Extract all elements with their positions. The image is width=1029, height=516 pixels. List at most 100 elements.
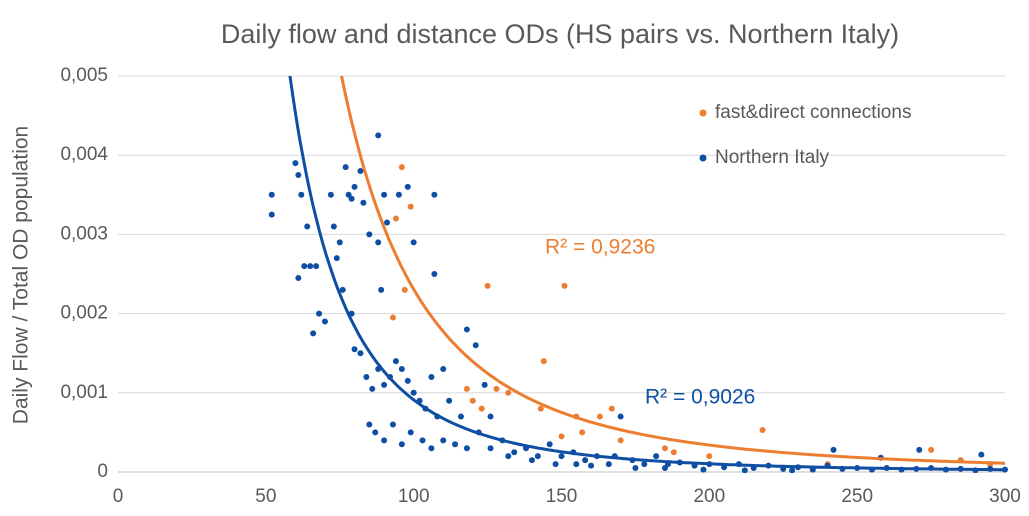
- point: [661, 445, 668, 452]
- point: [327, 191, 334, 198]
- point: [487, 445, 494, 452]
- point: [579, 429, 586, 436]
- point: [298, 191, 305, 198]
- point: [381, 191, 388, 198]
- x-tick-label: 100: [398, 486, 430, 507]
- point: [407, 203, 414, 210]
- point: [440, 437, 447, 444]
- x-tick-label: 50: [255, 486, 276, 507]
- point: [398, 366, 405, 373]
- point: [759, 427, 766, 434]
- x-tick-label: 150: [546, 486, 578, 507]
- point: [369, 385, 376, 392]
- point: [375, 239, 382, 246]
- point: [372, 429, 379, 436]
- point: [463, 445, 470, 452]
- point: [661, 465, 668, 472]
- point: [268, 191, 275, 198]
- point: [700, 466, 707, 473]
- point: [404, 377, 411, 384]
- point: [493, 385, 500, 392]
- point: [295, 274, 302, 281]
- point: [295, 172, 302, 178]
- point: [357, 350, 364, 357]
- point: [641, 461, 648, 468]
- point: [330, 223, 337, 230]
- point: [348, 195, 355, 202]
- point: [333, 255, 340, 262]
- point: [505, 389, 512, 396]
- point: [431, 191, 438, 198]
- chart-title: Daily flow and distance ODs (HS pairs vs…: [221, 19, 899, 49]
- legend-marker: [699, 154, 707, 162]
- point: [357, 168, 364, 175]
- point: [608, 405, 615, 412]
- point: [472, 342, 479, 349]
- point: [511, 449, 518, 456]
- point: [789, 467, 796, 473]
- point: [384, 219, 391, 226]
- point: [928, 446, 935, 453]
- point: [378, 286, 385, 293]
- y-axis-label: Daily Flow / Total OD population: [10, 126, 33, 424]
- point: [605, 461, 612, 468]
- point: [336, 239, 343, 246]
- point: [363, 373, 370, 380]
- point: [428, 373, 435, 380]
- point: [552, 461, 559, 468]
- point: [398, 441, 405, 448]
- point: [484, 282, 491, 289]
- point: [339, 286, 346, 293]
- point: [428, 445, 435, 452]
- legend-label: Northern Italy: [715, 147, 830, 168]
- point: [404, 183, 411, 190]
- point: [457, 413, 464, 420]
- point: [463, 385, 470, 392]
- point: [410, 239, 417, 246]
- point: [481, 381, 488, 388]
- y-tick-label: 0,004: [60, 144, 108, 165]
- point: [463, 326, 470, 333]
- point: [706, 453, 713, 460]
- point: [617, 413, 624, 420]
- point: [978, 451, 985, 458]
- point: [653, 453, 660, 460]
- point: [360, 199, 367, 206]
- point: [392, 358, 399, 365]
- point: [389, 314, 396, 321]
- point: [307, 263, 314, 270]
- point: [588, 462, 595, 469]
- point: [440, 366, 447, 373]
- point: [582, 457, 589, 464]
- point: [478, 405, 485, 412]
- y-tick-label: 0: [97, 461, 108, 482]
- point: [540, 358, 547, 365]
- annotation: R² = 0,9236: [545, 236, 655, 259]
- point: [321, 318, 328, 325]
- y-tick-label: 0,001: [60, 382, 108, 403]
- point: [558, 433, 565, 440]
- point: [310, 330, 317, 337]
- point: [268, 211, 275, 218]
- point: [546, 441, 553, 448]
- point: [419, 437, 426, 444]
- point: [398, 164, 405, 171]
- point: [407, 429, 414, 436]
- x-tick-label: 300: [989, 486, 1021, 507]
- point: [304, 223, 311, 230]
- point: [617, 437, 624, 444]
- x-tick-label: 0: [113, 486, 124, 507]
- point: [301, 263, 308, 270]
- legend-label: fast&direct connections: [715, 102, 911, 123]
- point: [395, 191, 402, 198]
- point: [351, 346, 358, 353]
- point: [446, 397, 453, 404]
- point: [670, 449, 677, 456]
- point: [596, 413, 603, 420]
- point: [573, 461, 580, 468]
- point: [292, 160, 299, 167]
- point: [528, 457, 535, 464]
- point: [366, 231, 373, 238]
- point: [431, 271, 438, 277]
- x-tick-label: 200: [693, 486, 725, 507]
